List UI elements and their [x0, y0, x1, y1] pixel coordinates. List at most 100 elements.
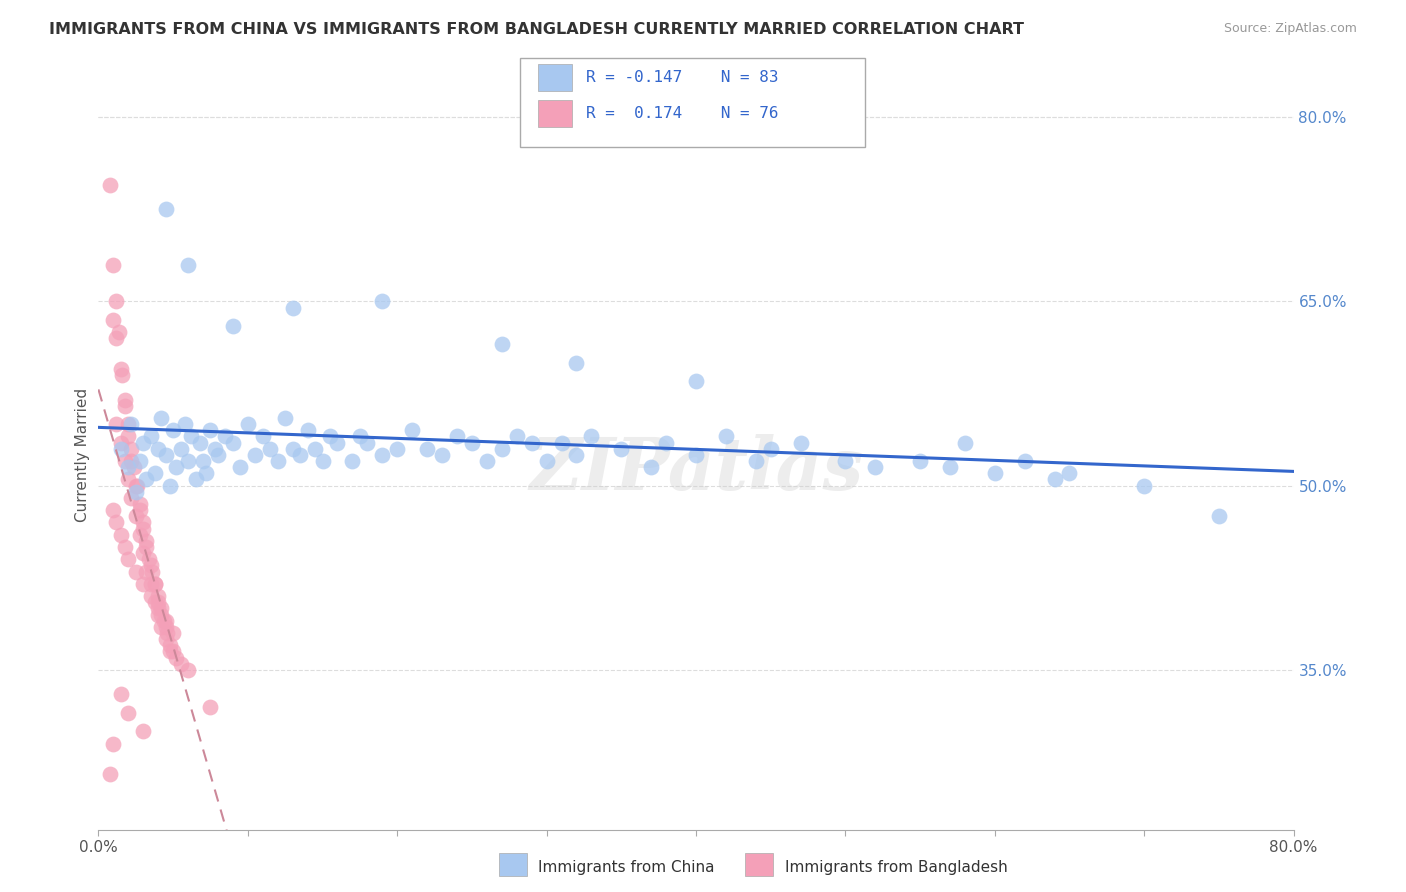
Point [297, 423, 319, 437]
Point [132, 577, 155, 591]
Point [108, 325, 131, 339]
Point [259, 442, 281, 456]
Point [169, 442, 191, 456]
Point [207, 448, 229, 462]
Point [132, 724, 155, 739]
Point [939, 460, 962, 475]
Point [139, 589, 162, 603]
Point [229, 460, 252, 475]
Point [180, 429, 202, 443]
Point [565, 448, 588, 462]
Point [506, 429, 529, 443]
Point [117, 417, 139, 432]
Point [430, 448, 453, 462]
Point [150, 607, 173, 622]
Point [110, 688, 132, 702]
Point [129, 454, 152, 468]
Point [155, 202, 177, 217]
Point [491, 337, 513, 351]
Point [139, 558, 162, 573]
Point [148, 442, 170, 456]
Point [581, 429, 603, 443]
Point [98, 178, 122, 192]
Point [159, 638, 181, 652]
Point [150, 620, 173, 634]
Point [117, 706, 139, 720]
Point [162, 423, 184, 437]
Point [655, 435, 678, 450]
Point [132, 546, 155, 560]
Point [214, 429, 236, 443]
Point [222, 318, 245, 333]
Point [281, 301, 304, 315]
Point [177, 258, 200, 272]
Point [114, 454, 136, 468]
Point [150, 601, 173, 615]
Point [110, 442, 132, 456]
Point [114, 540, 136, 554]
Point [342, 454, 364, 468]
Point [1043, 473, 1066, 487]
Point [865, 460, 887, 475]
Point [759, 442, 782, 456]
Point [143, 577, 166, 591]
Point [150, 411, 173, 425]
Point [520, 435, 543, 450]
Point [416, 442, 439, 456]
Point [281, 442, 304, 456]
Point [148, 589, 170, 603]
Point [550, 435, 572, 450]
Point [148, 601, 170, 615]
Point [120, 417, 142, 432]
Point [139, 429, 162, 443]
Point [143, 595, 166, 609]
Point [159, 644, 181, 658]
Point [288, 448, 311, 462]
Point [132, 435, 155, 450]
Point [148, 607, 170, 622]
Point [105, 331, 128, 345]
Point [129, 528, 152, 542]
Point [114, 399, 136, 413]
Point [105, 516, 128, 530]
Point [177, 454, 200, 468]
Point [1059, 467, 1081, 481]
Point [155, 448, 177, 462]
Point [117, 473, 139, 487]
Point [132, 522, 155, 536]
Point [685, 374, 707, 388]
Point [188, 435, 211, 450]
Point [195, 467, 218, 481]
Point [267, 454, 290, 468]
Point [135, 565, 157, 579]
Point [385, 442, 409, 456]
Point [446, 429, 468, 443]
Point [135, 533, 157, 548]
Point [177, 663, 200, 677]
Y-axis label: Currently Married: Currently Married [75, 388, 90, 522]
Point [98, 767, 122, 781]
Point [111, 368, 134, 382]
Point [908, 454, 931, 468]
Point [125, 509, 148, 524]
Point [156, 626, 179, 640]
Point [714, 429, 737, 443]
Point [326, 435, 349, 450]
Point [984, 467, 1007, 481]
Point [155, 614, 177, 628]
Point [135, 473, 157, 487]
Point [1133, 478, 1156, 492]
Point [371, 294, 394, 309]
Point [789, 435, 811, 450]
Point [200, 699, 222, 714]
Text: R = -0.147    N = 83: R = -0.147 N = 83 [586, 70, 779, 85]
Point [745, 454, 768, 468]
Point [125, 484, 148, 499]
Point [129, 503, 152, 517]
Point [135, 540, 157, 554]
Point [110, 435, 132, 450]
Text: ZIPatlas: ZIPatlas [529, 434, 863, 506]
Text: Source: ZipAtlas.com: Source: ZipAtlas.com [1223, 22, 1357, 36]
Point [165, 650, 187, 665]
Point [129, 497, 152, 511]
